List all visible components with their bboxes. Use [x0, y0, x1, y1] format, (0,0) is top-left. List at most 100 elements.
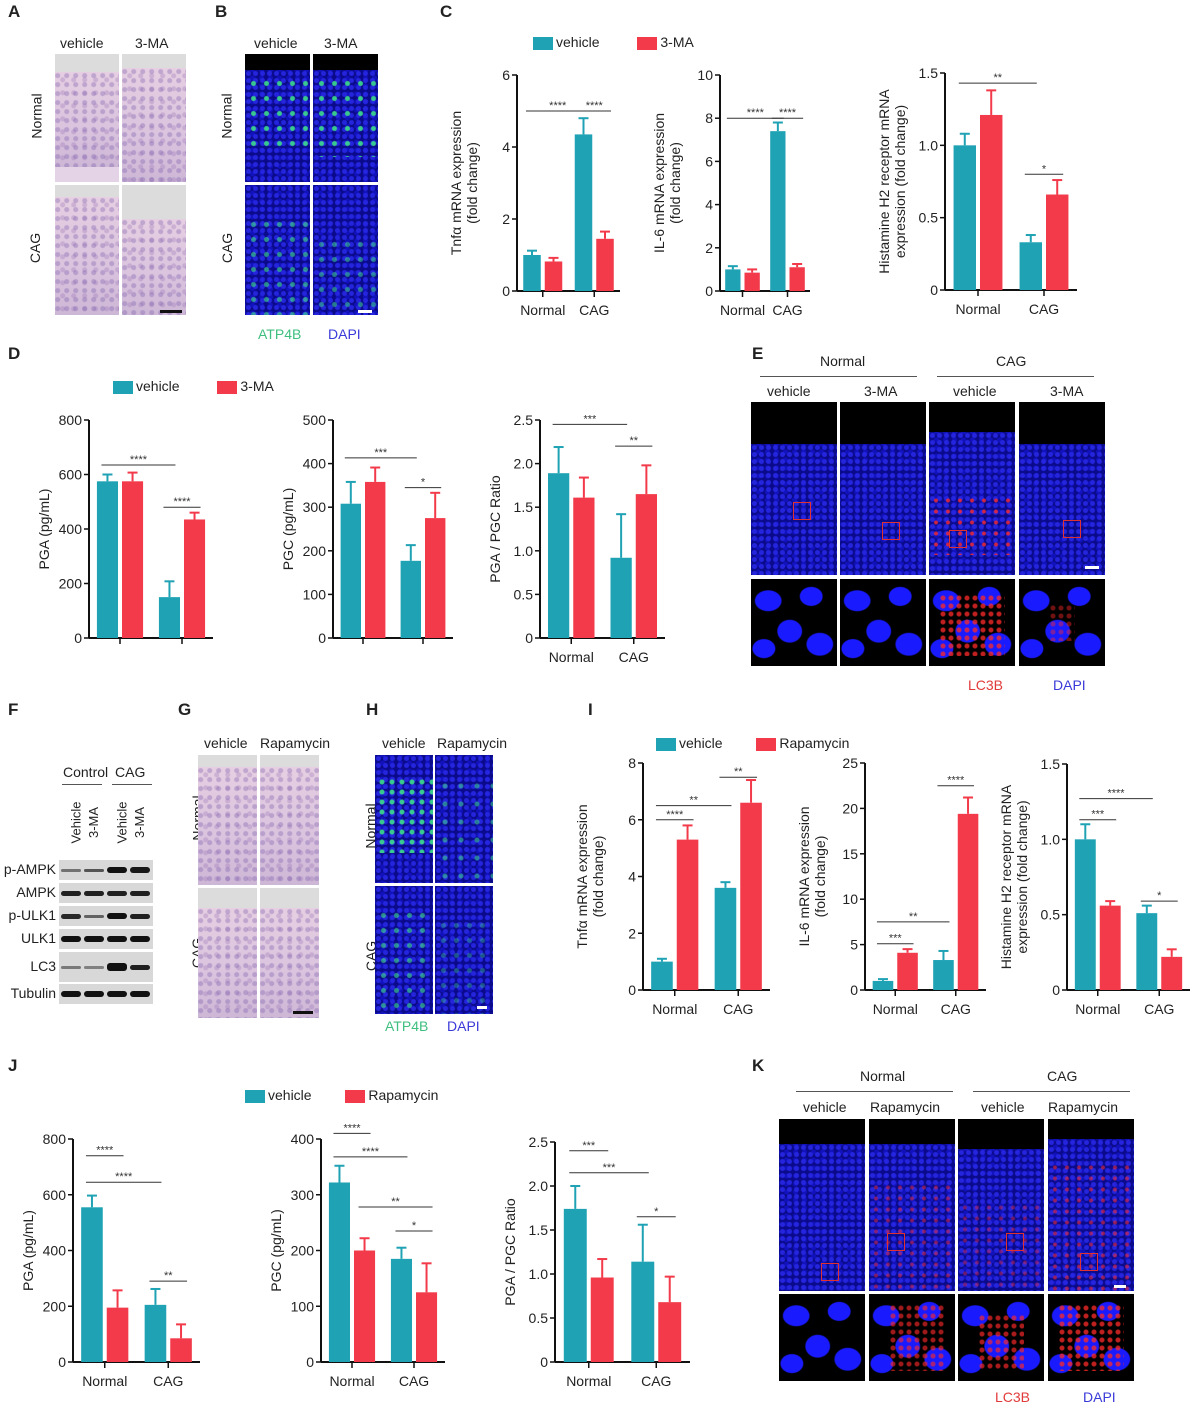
if-image-normal-vehicle [751, 402, 837, 575]
col-label-vehicle: vehicle [767, 383, 811, 399]
zoom-image-cag-vehicle [929, 579, 1015, 666]
y-tick-label: 6 [628, 812, 636, 828]
x-tick-label: CAG [619, 649, 649, 665]
significance-label: **** [947, 775, 965, 787]
y-axis-label: PGA / PGC Ratio [487, 475, 503, 583]
y-axis-label: IL-6 mRNA expression [796, 806, 812, 946]
zoom-image-cag-vehicle [958, 1294, 1044, 1381]
group-divider-cag [112, 784, 152, 785]
y-tick-label: 0.5 [514, 586, 534, 602]
bar-rapamycin [658, 1302, 682, 1362]
bar-3-ma [184, 519, 206, 638]
blot-band [84, 965, 104, 969]
x-tick-label: CAG [641, 1373, 671, 1389]
y-tick-label: 8 [705, 110, 713, 126]
protein-label: LC3 [30, 958, 56, 974]
blot-strip-p-ulk1 [59, 906, 153, 926]
y-tick-label: 2 [628, 925, 636, 941]
bar-vehicle [1074, 839, 1096, 990]
significance-label: **** [779, 107, 797, 119]
bar-vehicle [953, 145, 976, 290]
bar-vehicle [81, 1207, 103, 1362]
significance-label: ** [629, 435, 638, 447]
y-tick-label: 1.5 [514, 499, 534, 515]
y-tick-label: 0 [525, 630, 533, 646]
y-tick-label: 200 [303, 543, 327, 559]
col-label-vehicle: vehicle [803, 1099, 847, 1115]
group-label-control: Control [63, 764, 109, 780]
significance-label: *** [374, 447, 388, 459]
bar-vehicle [400, 560, 421, 638]
y-tick-label: 100 [291, 1298, 315, 1314]
y-tick-label: 4 [705, 197, 713, 213]
bar-rapamycin [957, 813, 979, 990]
scale-bar [293, 1011, 313, 1014]
y-tick-label: 2.0 [529, 1178, 549, 1194]
legend-label-vehicle: vehicle [136, 378, 180, 394]
significance-label: **** [343, 1122, 361, 1134]
blot-strip-p-ampk [59, 860, 153, 880]
bar-3-ma [596, 238, 614, 291]
protein-label: Tubulin [10, 985, 56, 1001]
y-tick-label: 2 [502, 211, 510, 227]
bar-rapamycin [106, 1307, 129, 1362]
bar-vehicle [770, 131, 786, 291]
x-tick-label: CAG [1144, 1001, 1174, 1017]
panel-label-e: E [752, 344, 764, 363]
legend-swatch-rapamycin [756, 737, 777, 751]
y-tick-label: 4 [628, 869, 636, 885]
legend-swatch-rapamycin [345, 1089, 366, 1103]
stain-label-dapi: DAPI [447, 1018, 480, 1034]
y-tick-label: 300 [291, 1187, 315, 1203]
scale-bar [1114, 1285, 1126, 1288]
significance-label: *** [1091, 809, 1105, 821]
col-label-vehicle: vehicle [382, 735, 426, 751]
group-label-cag: CAG [1047, 1068, 1078, 1084]
significance-label: **** [586, 100, 604, 112]
x-tick-label: Normal [1075, 1001, 1120, 1017]
if-image-cag-3ma [313, 185, 378, 315]
blot-band [130, 913, 150, 919]
significance-label: **** [115, 1171, 133, 1183]
col-label-3ma: 3-MA [1050, 383, 1084, 399]
bar-vehicle [144, 1304, 167, 1362]
y-tick-label: 200 [43, 1298, 67, 1314]
group-divider-normal [796, 1091, 953, 1092]
blot-band [84, 890, 104, 896]
significance-label: **** [96, 1145, 114, 1157]
bar-rapamycin [740, 802, 762, 990]
if-image-normal-vehicle [245, 54, 310, 182]
y-tick-label: 1.0 [919, 137, 939, 153]
y-tick-label: 400 [59, 521, 83, 537]
bar-rapamycin [1161, 956, 1183, 990]
significance-label: * [1042, 163, 1047, 175]
y-tick-label: 0 [58, 1354, 66, 1370]
panel-label-i: I [588, 700, 593, 719]
x-tick-label: Normal [329, 1373, 374, 1389]
y-tick-label: 0 [74, 630, 82, 646]
y-axis-label: Histamine H2 receptor mRNA [998, 784, 1014, 969]
bar-3-ma [980, 114, 1003, 290]
significance-label: *** [889, 933, 903, 945]
y-axis-label: PGA / PGC Ratio [502, 1198, 518, 1306]
bar-vehicle [1136, 913, 1158, 990]
significance-label: * [654, 1206, 659, 1218]
bar-rapamycin [354, 1250, 376, 1362]
group-divider-cag [973, 1091, 1130, 1092]
zoom-image-normal-vehicle [779, 1294, 865, 1381]
bar-vehicle [328, 1182, 350, 1362]
group-divider-cag [937, 376, 1094, 377]
y-tick-label: 5 [850, 937, 858, 953]
y-axis-label: (fold change) [590, 836, 606, 918]
y-tick-label: 2.0 [514, 456, 534, 472]
bar-3-ma [635, 494, 657, 638]
bar-3-ma [1046, 194, 1069, 290]
y-tick-label: 800 [59, 412, 83, 428]
legend-c: vehicle 3-MA [533, 34, 694, 50]
significance-label: **** [549, 100, 567, 112]
x-tick-label: CAG [772, 302, 802, 318]
x-tick-label: Normal [566, 1373, 611, 1389]
x-tick-label: CAG [579, 302, 609, 318]
significance-label: **** [1107, 788, 1125, 800]
if-image-cag-rapamycin [435, 886, 493, 1014]
